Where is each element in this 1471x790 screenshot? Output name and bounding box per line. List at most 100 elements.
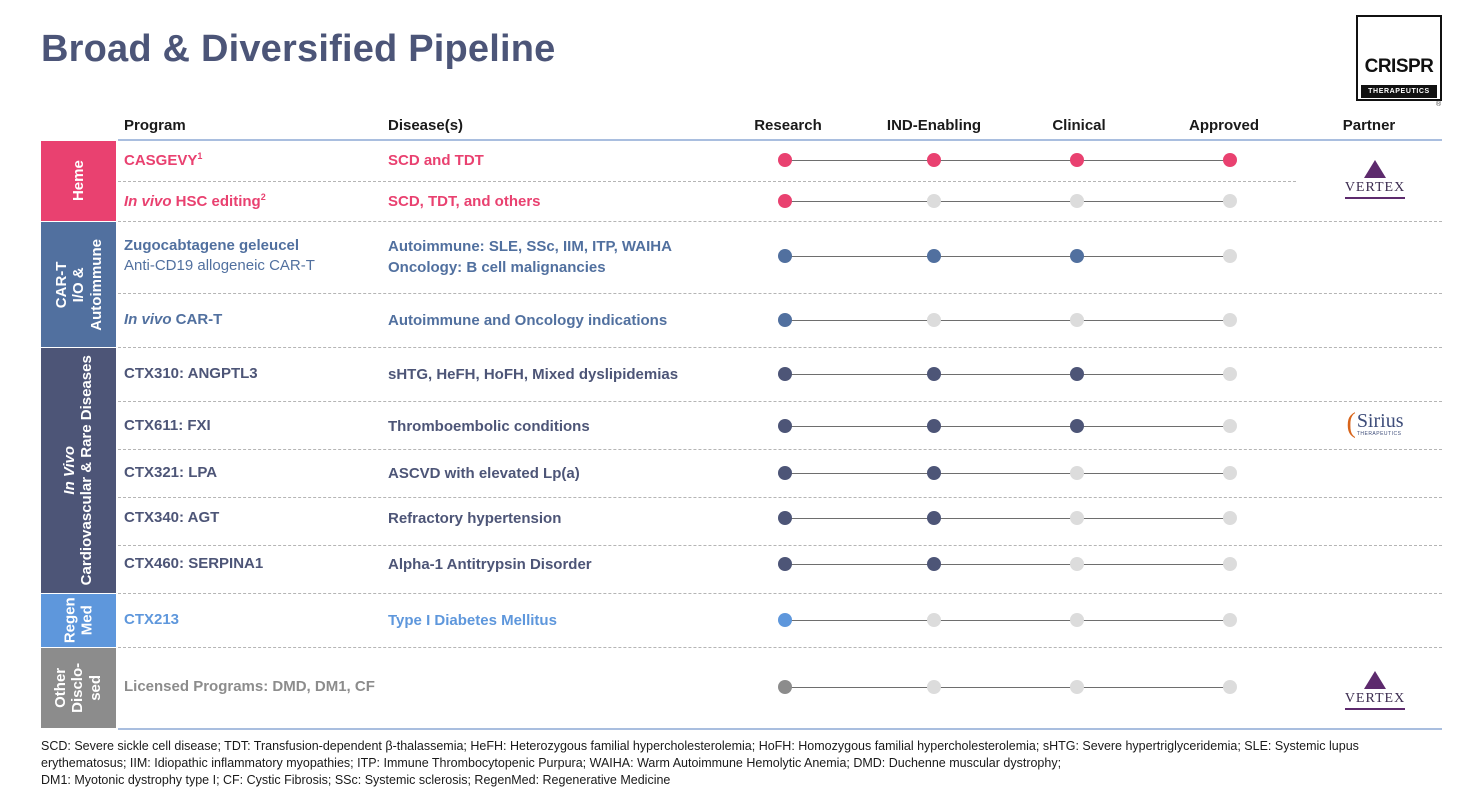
program-name: CTX460: SERPINA1 <box>124 555 264 572</box>
disease-cell: Refractory hypertension <box>388 508 561 529</box>
program-name: CASGEVY <box>124 152 198 169</box>
category-other-label-2: Disclo- <box>69 662 87 714</box>
stage-dot-active <box>1223 153 1237 167</box>
pipeline-track <box>785 426 1230 427</box>
stage-dot-inactive <box>1223 313 1237 327</box>
row-divider <box>118 593 1442 594</box>
stage-dot-active <box>778 613 792 627</box>
program-cell: CTX310: ANGPTL3 <box>124 365 258 382</box>
stage-dot-active <box>1070 249 1084 263</box>
header-disease: Disease(s) <box>388 117 464 134</box>
vertex-logo-text: VERTEX <box>1344 180 1406 199</box>
program-cell: Licensed Programs: DMD, DM1, CF <box>124 678 375 695</box>
stage-dot-active <box>1070 367 1084 381</box>
program-prefix: In vivo <box>124 193 172 210</box>
row-divider <box>118 497 1442 498</box>
program-prefix: In vivo <box>124 311 172 328</box>
pipeline-track <box>785 518 1230 519</box>
pipeline-track <box>785 473 1230 474</box>
header-program: Program <box>124 117 186 134</box>
partner-vertex-logo: VERTEX <box>1340 160 1410 199</box>
bottom-rule <box>118 728 1442 730</box>
disease-text: Autoimmune: SLE, SSc, IIM, ITP, WAIHA <box>388 238 672 255</box>
category-regen-label-2: Med <box>78 605 96 636</box>
category-cart-label-3: Autoimmune <box>87 238 105 331</box>
program-footnote-ref: 1 <box>197 151 203 161</box>
program-name: CTX611: FXI <box>124 417 211 434</box>
stage-dot-inactive <box>1070 613 1084 627</box>
stage-dot-active <box>778 153 792 167</box>
logo-subtext: THERAPEUTICS <box>1361 85 1437 98</box>
program-name: CTX310: ANGPTL3 <box>124 365 258 382</box>
stage-dot-active <box>927 367 941 381</box>
program-name: Licensed Programs: DMD, DM1, CF <box>124 678 375 695</box>
pipeline-track <box>785 687 1230 688</box>
category-in-vivo: In Vivo Cardiovascular & Rare Diseases <box>41 348 116 593</box>
header-clinical: Clinical <box>1052 117 1106 134</box>
pipeline-track <box>785 160 1230 161</box>
program-subtitle: Anti-CD19 allogeneic CAR-T <box>124 257 315 274</box>
pipeline-track <box>785 564 1230 565</box>
disease-cell: Autoimmune: SLE, SSc, IIM, ITP, WAIHA Onc… <box>388 236 672 278</box>
stage-dot-active <box>927 466 941 480</box>
row-divider <box>118 293 1442 294</box>
stage-dot-inactive <box>1223 680 1237 694</box>
row-divider <box>118 347 1442 348</box>
program-cell: CTX213 <box>124 611 179 628</box>
disease-cell: sHTG, HeFH, HoFH, Mixed dyslipidemias <box>388 364 678 385</box>
category-heme-label: Heme <box>69 160 87 202</box>
pipeline-track <box>785 620 1230 621</box>
program-name: CTX340: AGT <box>124 509 220 526</box>
stage-dot-inactive <box>1223 511 1237 525</box>
stage-dot-active <box>778 367 792 381</box>
disease-text: Refractory hypertension <box>388 510 562 527</box>
program-cell: In vivo HSC editing2 <box>124 192 266 210</box>
disease-text: Oncology: B cell malignancies <box>388 259 606 276</box>
category-cart-label-1: CAR-T <box>52 261 70 308</box>
disease-cell: Autoimmune and Oncology indications <box>388 310 667 331</box>
stage-dot-inactive <box>1223 194 1237 208</box>
disease-cell: SCD, TDT, and others <box>388 191 541 212</box>
stage-dot-active <box>1070 419 1084 433</box>
vertex-triangle-icon <box>1364 671 1386 689</box>
program-cell: CTX611: FXI <box>124 417 211 434</box>
header-partner: Partner <box>1342 117 1396 134</box>
footnote-line-2: DM1: Myotonic dystrophy type I; CF: Cyst… <box>41 773 671 787</box>
disease-cell: Alpha-1 Antitrypsin Disorder <box>388 554 592 575</box>
stage-dot-active <box>927 153 941 167</box>
stage-dot-inactive <box>927 313 941 327</box>
row-divider <box>118 401 1442 402</box>
sirius-swirl-icon: ( <box>1346 408 1356 439</box>
category-other-label-3: sed <box>87 675 105 701</box>
program-cell: CASGEVY1 <box>124 151 202 169</box>
pipeline-track <box>785 201 1230 202</box>
category-regen-label-1: Regen <box>61 597 79 644</box>
stage-dot-inactive <box>1223 419 1237 433</box>
program-cell: CTX460: SERPINA1 <box>124 555 263 572</box>
disease-text: Type I Diabetes Mellitus <box>388 612 557 629</box>
pipeline-track <box>785 374 1230 375</box>
category-in-vivo-label-1: In Vivo <box>61 446 79 495</box>
disease-cell: ASCVD with elevated Lp(a) <box>388 463 580 484</box>
disease-text: Alpha-1 Antitrypsin Disorder <box>388 556 592 573</box>
stage-dot-active <box>778 680 792 694</box>
stage-dot-inactive <box>1223 613 1237 627</box>
program-name: CTX321: LPA <box>124 464 218 481</box>
row-divider <box>118 449 1442 450</box>
stage-dot-inactive <box>1070 313 1084 327</box>
header-research: Research <box>754 117 822 134</box>
row-divider <box>118 647 1442 648</box>
stage-dot-active <box>927 249 941 263</box>
disease-text: SCD and TDT <box>388 152 484 169</box>
row-divider <box>118 221 1442 222</box>
stage-dot-inactive <box>927 194 941 208</box>
stage-dot-active <box>927 557 941 571</box>
disease-cell: Type I Diabetes Mellitus <box>388 610 557 631</box>
sirius-logo-subtext: THERAPEUTICS <box>1356 431 1402 437</box>
row-divider <box>118 181 1296 182</box>
category-cart: CAR-T I/O & Autoimmune <box>41 222 116 347</box>
partner-vertex-logo: VERTEX <box>1340 671 1410 710</box>
program-name: Zugocabtagene geleucel <box>124 237 300 254</box>
program-cell: CTX321: LPA <box>124 464 217 481</box>
stage-dot-inactive <box>1223 249 1237 263</box>
